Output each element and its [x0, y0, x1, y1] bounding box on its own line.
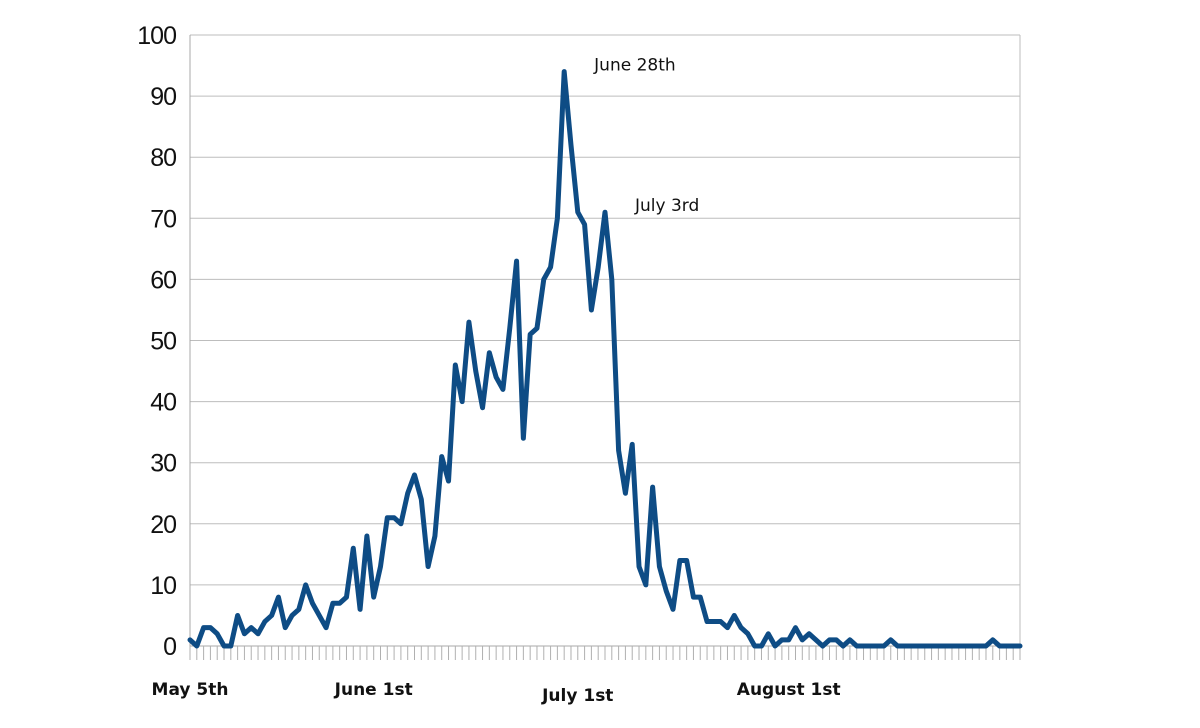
- y-tick-label: 100: [137, 22, 176, 50]
- x-tick-label: August 1st: [737, 680, 841, 700]
- series-line: [187, 69, 1023, 649]
- annotations: June 28th July 3rd: [593, 56, 699, 217]
- y-tick-label: 20: [150, 511, 176, 539]
- y-tick-label: 40: [150, 389, 176, 417]
- y-tick-label: 70: [150, 205, 176, 233]
- y-tick-label: 10: [150, 572, 176, 600]
- y-tick-labels: 0 10 20 30 40 50 60 70 80 90 100: [137, 22, 177, 661]
- x-tick-label: June 1st: [334, 680, 413, 700]
- y-tick-label: 90: [150, 83, 176, 111]
- gridlines: [190, 34, 1020, 647]
- x-tick-label: July 1st: [541, 686, 613, 706]
- axes: [189, 35, 1021, 658]
- annotation-label: July 3rd: [634, 196, 699, 216]
- y-tick-label: 0: [163, 633, 176, 661]
- annotation-label: June 28th: [593, 56, 676, 76]
- x-tick-label: May 5th: [152, 680, 229, 700]
- series-lines: [187, 69, 1023, 649]
- y-tick-label: 50: [150, 328, 176, 356]
- y-tick-label: 60: [150, 266, 176, 294]
- y-tick-label: 80: [150, 144, 176, 172]
- x-tick-marks: [189, 646, 1021, 660]
- x-tick-labels: May 5th June 1st July 1st August 1st: [152, 680, 841, 706]
- y-tick-label: 30: [150, 450, 176, 478]
